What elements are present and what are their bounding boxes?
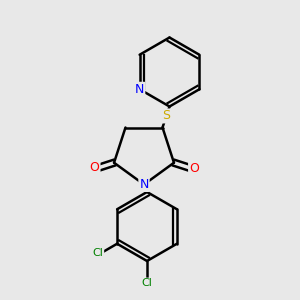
Text: N: N xyxy=(135,83,144,96)
Text: S: S xyxy=(162,110,170,122)
Text: Cl: Cl xyxy=(92,248,103,258)
Text: Cl: Cl xyxy=(142,278,152,289)
Text: O: O xyxy=(189,162,199,175)
Text: O: O xyxy=(90,161,100,174)
Text: N: N xyxy=(139,178,149,191)
